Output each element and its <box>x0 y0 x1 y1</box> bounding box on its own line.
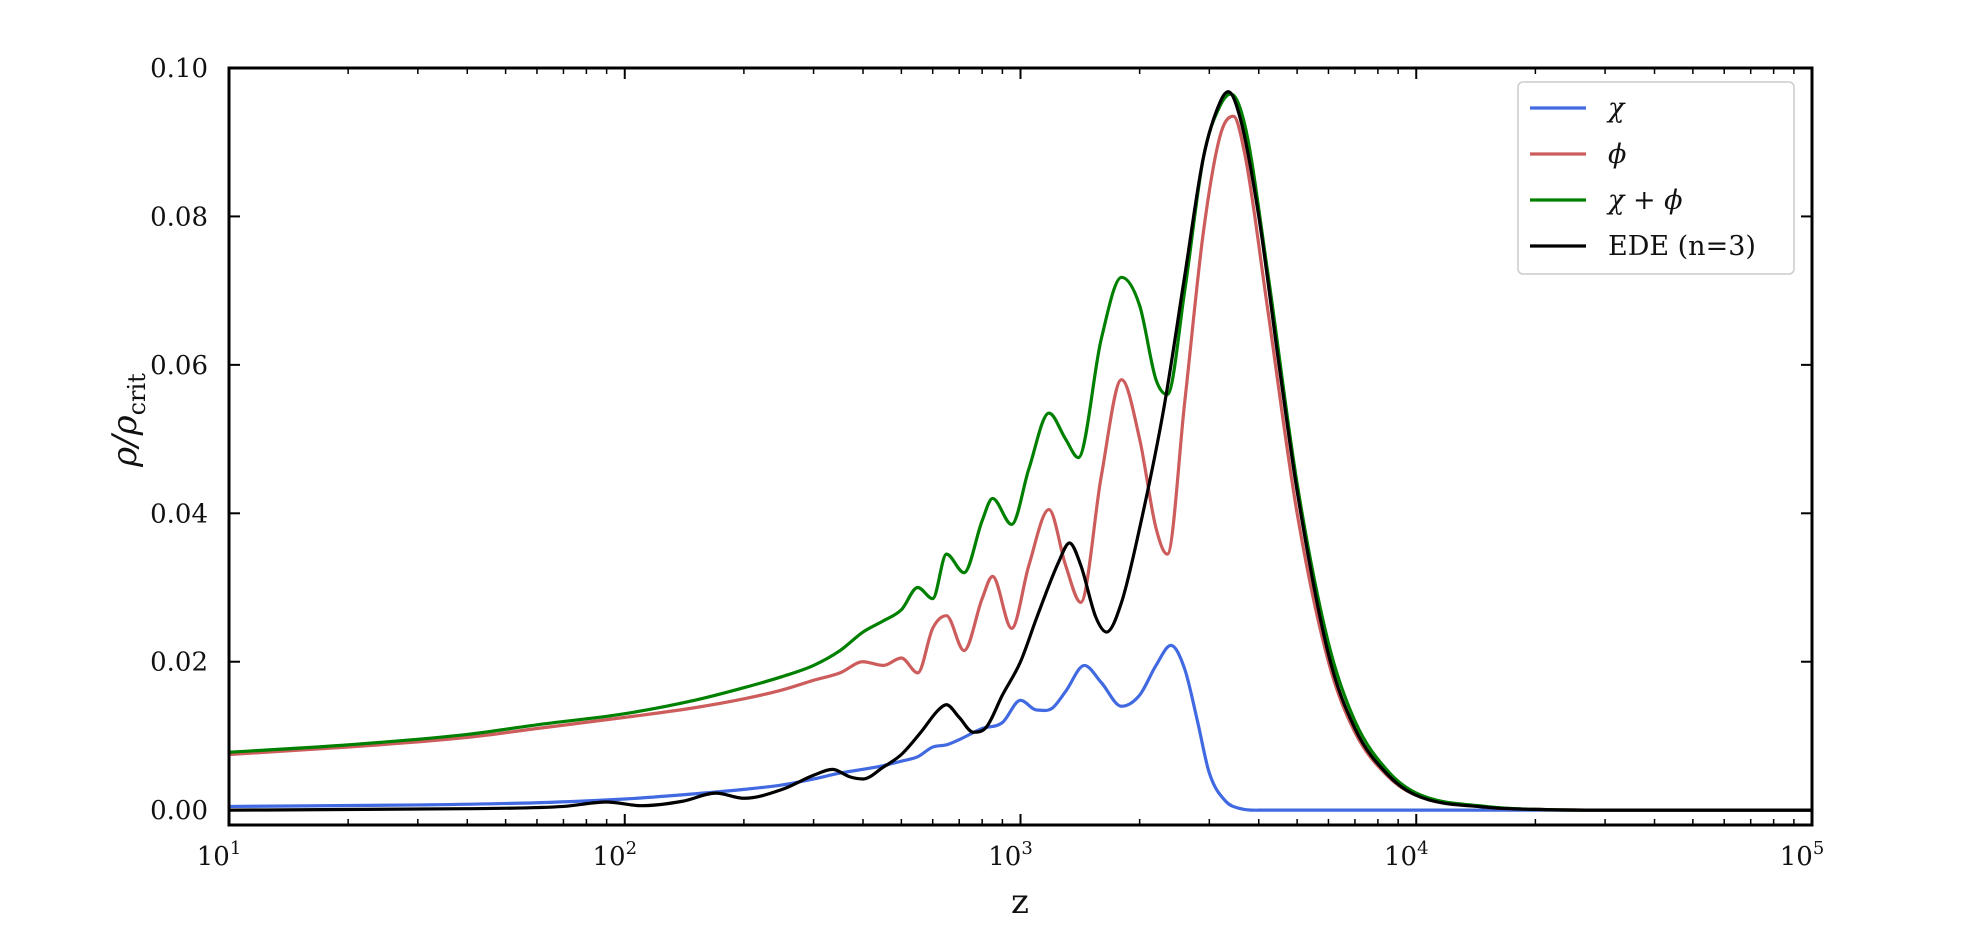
legend-label-2: ϕ <box>1608 139 1626 170</box>
series-line-1 <box>229 643 1812 812</box>
series-line-3 <box>229 92 1812 812</box>
legend-box <box>1517 81 1795 275</box>
x-axis-label: z <box>1011 882 1029 922</box>
x-tick-label: 102 <box>592 838 637 872</box>
y-axis-ticks: 0.00 0.02 0.04 0.06 0.08 0.10 <box>150 54 1812 826</box>
y-tick-label: 0.00 <box>150 796 208 826</box>
y-axis-label: ρ/ρcrit <box>105 373 151 468</box>
y-tick-label: 0.08 <box>150 202 208 232</box>
x-tick-label: 104 <box>1384 838 1429 872</box>
series-line-2 <box>229 114 1812 812</box>
y-tick-label: 0.04 <box>150 499 208 529</box>
legend-label-1: χ <box>1606 93 1626 124</box>
x-tick-label: 105 <box>1780 838 1825 872</box>
x-tick-label: 101 <box>197 838 242 872</box>
series-line-4 <box>229 90 1812 812</box>
y-axis-label-subscript: crit <box>123 373 151 416</box>
x-tick-label: 103 <box>988 838 1033 872</box>
legend-label-3: χ + ϕ <box>1606 185 1683 216</box>
legend-label-4: EDE (n=3) <box>1608 231 1756 262</box>
y-tick-label: 0.10 <box>150 54 208 84</box>
series-layer <box>229 90 1812 812</box>
y-tick-label: 0.02 <box>150 648 208 678</box>
x-axis-ticks: 101 102 103 104 105 <box>197 68 1825 872</box>
y-tick-label: 0.06 <box>150 351 208 381</box>
legend: χϕ χ + ϕ EDE (n=3) <box>1517 81 1795 275</box>
